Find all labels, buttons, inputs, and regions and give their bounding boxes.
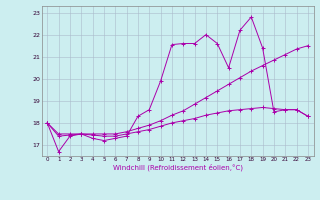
- X-axis label: Windchill (Refroidissement éolien,°C): Windchill (Refroidissement éolien,°C): [113, 164, 243, 171]
